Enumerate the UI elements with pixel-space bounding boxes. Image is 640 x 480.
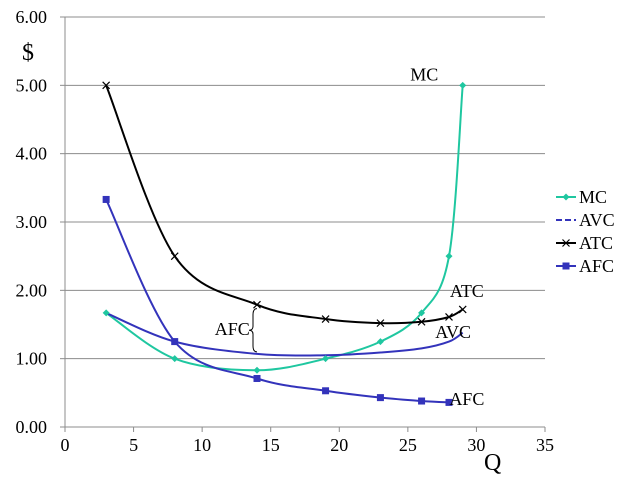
y-tick-label: 3.00 — [16, 212, 48, 232]
legend-label-afc: AFC — [579, 256, 614, 276]
mc-point — [102, 309, 110, 317]
atc-point — [253, 300, 261, 309]
y-tick-label: 6.00 — [16, 7, 48, 27]
x-tick-label: 10 — [193, 435, 211, 455]
x-tick-label: 5 — [129, 435, 138, 455]
x-tick-labels: 0 5 10 15 20 25 30 35 — [61, 427, 554, 455]
curve-annotations: MC ATC AVC AFC AFC — [215, 65, 485, 410]
atc-point — [376, 319, 385, 328]
mc-point — [459, 81, 467, 89]
afc-bracket-shape — [248, 308, 258, 353]
legend-label-avc: AVC — [579, 210, 615, 230]
mc-point — [171, 355, 179, 363]
y-tick-label: 4.00 — [16, 144, 48, 164]
x-axis-title: Q — [484, 450, 501, 476]
series-markers — [102, 81, 467, 406]
atc-point — [170, 252, 179, 261]
mc-point — [376, 338, 384, 346]
mc-point — [322, 355, 330, 363]
mc-point — [418, 309, 426, 317]
legend-label-atc: ATC — [579, 233, 613, 253]
afc-point — [102, 195, 110, 203]
atc-point — [102, 81, 111, 90]
mc-point — [445, 252, 453, 260]
atc-line — [105, 84, 464, 325]
curve-label-mc: MC — [410, 65, 438, 85]
legend: MC AVC ATC AFC — [556, 187, 615, 276]
afc-point — [171, 338, 179, 346]
x-tick-label: 30 — [467, 435, 485, 455]
y-tick-labels: 0.00 1.00 2.00 3.00 4.00 5.00 6.00 — [16, 7, 65, 437]
atc-point — [321, 315, 330, 323]
legend-marker-atc — [562, 239, 570, 247]
series-curves — [105, 84, 464, 404]
curve-label-afc: AFC — [215, 319, 250, 339]
legend-marker-afc — [562, 262, 570, 270]
y-tick-label: 0.00 — [16, 417, 48, 437]
atc-point — [417, 317, 426, 326]
atc-point — [445, 313, 453, 321]
grid-lines — [65, 16, 545, 360]
legend-marker-mc — [562, 193, 570, 201]
afc-point — [418, 397, 426, 405]
y-axis-title: $ — [22, 40, 34, 66]
y-tick-label: 5.00 — [16, 75, 48, 95]
legend-label-mc: MC — [579, 187, 607, 207]
afc-point — [253, 374, 261, 382]
curve-label-afc: AFC — [449, 389, 484, 409]
afc-point — [376, 394, 384, 402]
afc-point — [322, 387, 330, 395]
afc-point — [445, 398, 453, 406]
x-tick-label: 15 — [262, 435, 280, 455]
mc-line — [105, 85, 464, 372]
afc-bracket — [248, 308, 258, 353]
mc-point — [253, 366, 261, 374]
x-tick-label: 25 — [399, 435, 417, 455]
atc-point — [458, 305, 467, 314]
x-tick-label: 35 — [536, 435, 554, 455]
x-tick-label: 20 — [330, 435, 348, 455]
x-tick-label: 0 — [61, 435, 70, 455]
curve-label-atc: ATC — [450, 281, 484, 301]
y-tick-label: 1.00 — [16, 349, 48, 369]
afc-line — [105, 198, 450, 404]
curve-label-avc: AVC — [435, 322, 471, 342]
y-tick-label: 2.00 — [16, 280, 48, 300]
